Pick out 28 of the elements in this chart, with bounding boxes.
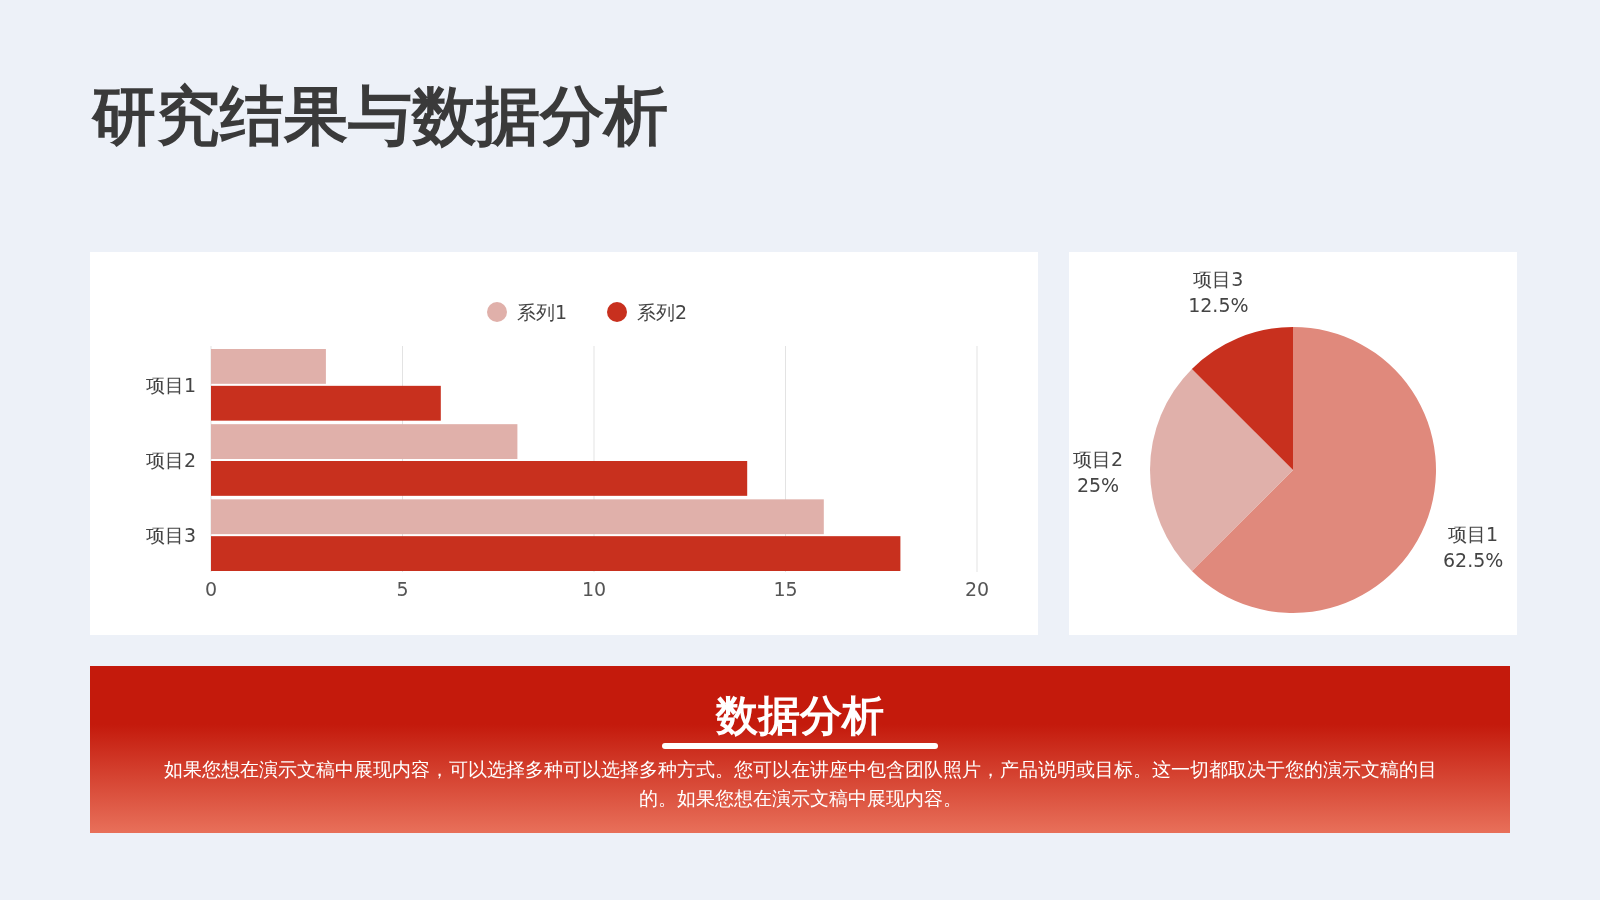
bar <box>211 385 441 421</box>
data-label: 25% <box>1076 474 1120 496</box>
bar <box>211 536 901 571</box>
pie-slice <box>1191 327 1436 613</box>
text: 如果您想在演示文稿中展现内容，可以选择多种可以选择多种方式。您可以在讲座中包含团队照片，产品说明或目标。这一切都取决于您的演示文稿的目的。如果您想在演示文稿中展现内容。 <box>162 757 1438 811</box>
x-tick-label: 10 <box>581 578 607 600</box>
pie-slice <box>1150 368 1293 572</box>
bar <box>211 461 748 496</box>
x-tick-label: 15 <box>773 578 798 600</box>
pie-slice <box>1191 327 1293 470</box>
bar <box>211 349 326 384</box>
y-tick-label: 项目3 <box>145 524 196 547</box>
text: 研究结果与数据分析 <box>91 79 668 153</box>
y-tick-label: 项目1 <box>145 373 196 396</box>
bar <box>211 424 518 459</box>
y-tick-label: 项目2 <box>145 449 196 471</box>
x-tick-label: 0 <box>204 578 218 600</box>
x-tick-label: 5 <box>396 578 409 600</box>
legend-label: 系列1 <box>517 301 568 323</box>
slice-label: 项目1 <box>1448 522 1499 545</box>
slice-label: 项目2 <box>1072 448 1124 470</box>
bar <box>211 499 824 535</box>
legend-label: 系列2 <box>637 301 688 323</box>
data-label: 62.5% <box>1442 548 1504 571</box>
slice-label: 项目3 <box>1193 267 1244 290</box>
x-tick-label: 20 <box>964 578 990 600</box>
data-label: 12.5% <box>1188 293 1249 316</box>
text: 数据分析 <box>715 691 884 740</box>
